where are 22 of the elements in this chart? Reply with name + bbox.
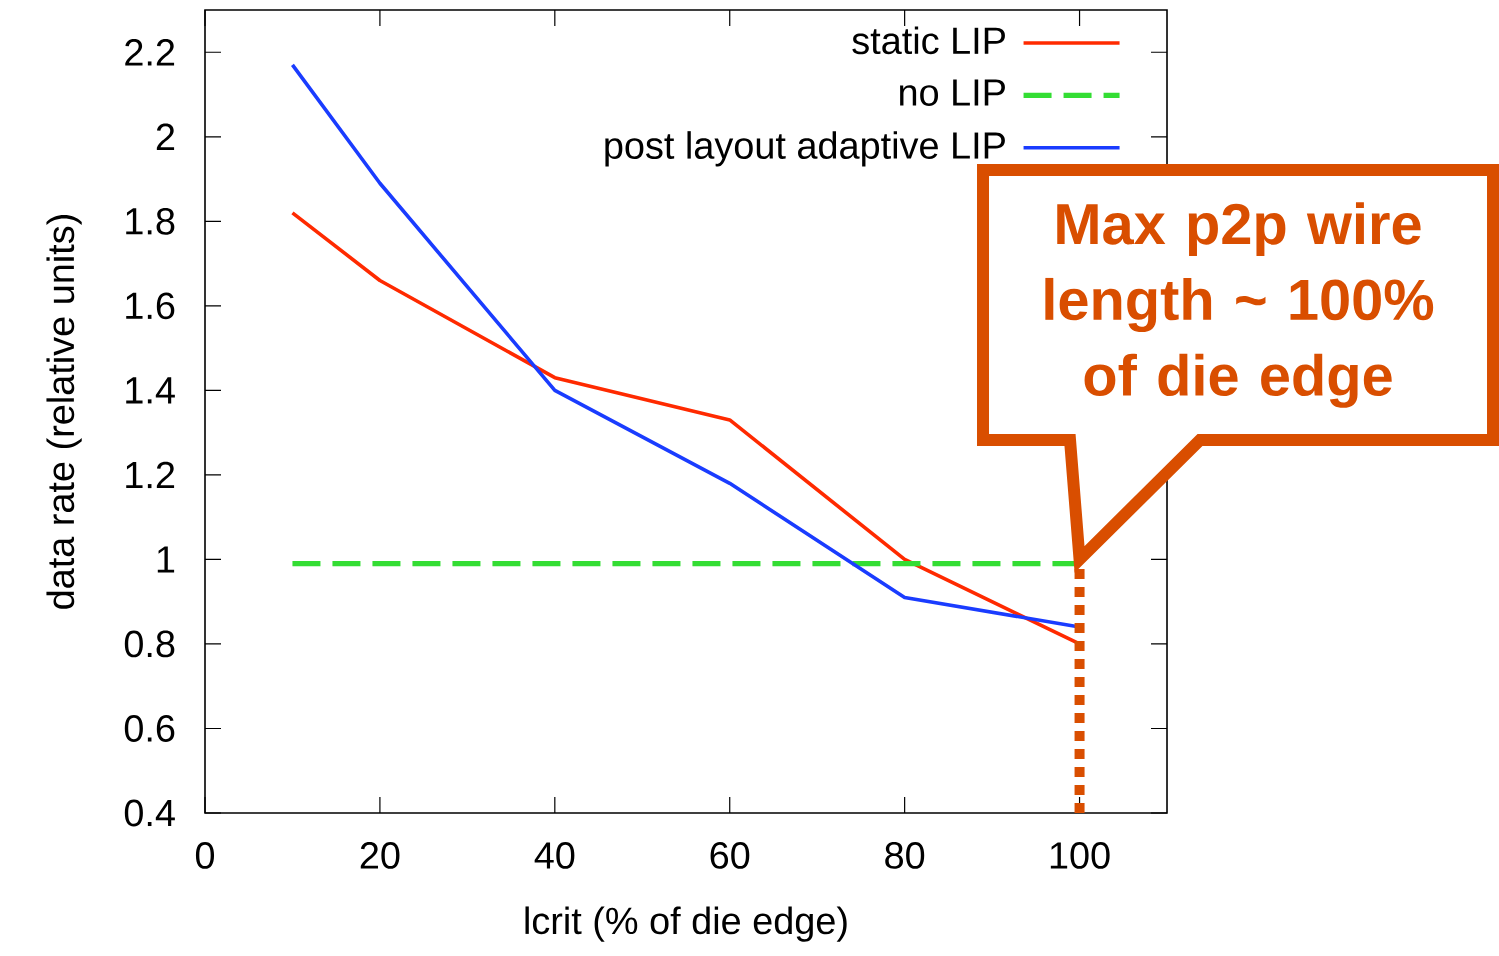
y-tick-label: 1.6 — [126, 292, 175, 320]
y-tick-label: 1 — [157, 546, 175, 573]
y-tick-label: 0.4 — [124, 799, 175, 827]
y-axis-title: data rate (relative units) — [46, 215, 82, 609]
legend-label: no LIP — [900, 79, 1005, 106]
y-tick-label: 2 — [156, 123, 175, 150]
x-tick-label: 80 — [885, 842, 925, 869]
x-tick-label: 100 — [1050, 842, 1110, 869]
y-tick-label: 1.2 — [126, 461, 175, 489]
y-tick-label: 0.6 — [124, 715, 175, 742]
y-tick-label: 2.2 — [125, 39, 175, 66]
legend-label: static LIP — [852, 26, 1005, 55]
x-tick-label: 0 — [195, 842, 215, 869]
y-tick-label: 0.8 — [124, 630, 175, 658]
legend-label: post layout adaptive LIP — [605, 131, 1005, 167]
x-tick-label: 40 — [534, 842, 575, 869]
y-tick-label: 1.4 — [126, 377, 175, 404]
x-axis-title: lcrit (% of die edge) — [525, 906, 847, 942]
x-tick-label: 20 — [360, 842, 400, 869]
annotation: Max p2p wire length ~ 100% of die edge — [1045, 202, 1434, 408]
x-tick-label: 60 — [710, 842, 750, 869]
y-tick-label: 1.8 — [126, 207, 175, 235]
